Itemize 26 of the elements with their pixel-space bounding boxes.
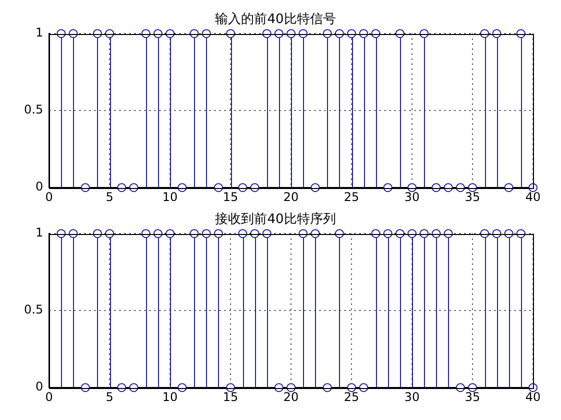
y-tick-label: 0 (35, 380, 44, 394)
x-tick-label: 25 (344, 390, 360, 404)
y-tick-label: 0.5 (24, 102, 44, 117)
x-tick-label: 5 (106, 390, 114, 404)
x-tick-label: 40 (525, 390, 541, 404)
y-tick-label: 1 (35, 226, 44, 240)
x-tick-label: 0 (45, 190, 53, 204)
chart-title: 接收到前40比特序列 (215, 211, 336, 228)
x-tick-label: 20 (283, 390, 299, 404)
x-tick-label: 35 (464, 390, 480, 404)
x-tick-label: 20 (283, 190, 299, 204)
x-tick-label: 25 (344, 190, 360, 204)
chart-title: 输入的前40比特信号 (215, 12, 336, 28)
x-tick-label: 5 (106, 190, 114, 204)
y-tick-label: 1 (35, 26, 44, 40)
x-tick-label: 0 (45, 390, 53, 404)
x-tick-label: 10 (162, 390, 178, 404)
x-tick-label: 10 (162, 190, 178, 204)
x-tick-label: 30 (404, 190, 420, 204)
x-tick-label: 15 (222, 390, 238, 404)
y-tick-label: 0.5 (24, 302, 44, 317)
x-tick-label: 40 (525, 190, 541, 204)
x-tick-label: 15 (222, 190, 238, 204)
y-tick-label: 0 (35, 180, 44, 194)
x-tick-label: 35 (464, 190, 480, 204)
x-tick-label: 30 (404, 390, 420, 404)
